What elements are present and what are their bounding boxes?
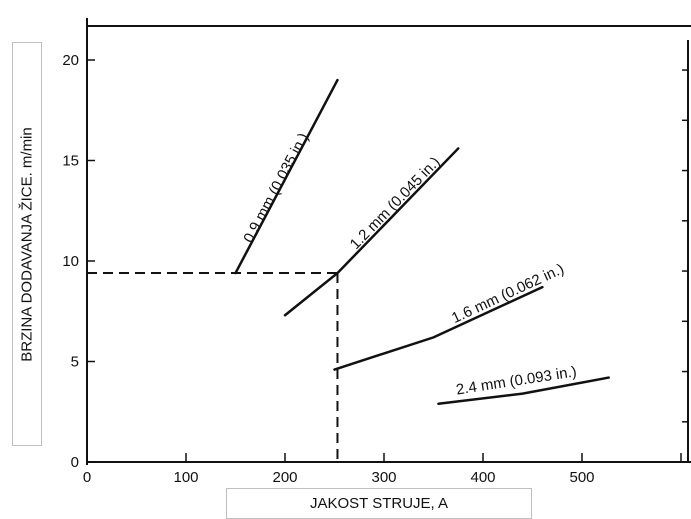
plot-frame: [86, 18, 691, 465]
x-tick-label: 0: [83, 469, 91, 486]
series-label-1: 0.9 mm (0.035 in.): [240, 130, 312, 246]
x-axis-label-box: JAKOST STRUJE, A: [226, 488, 532, 519]
series-line-3: [333, 285, 544, 371]
tick-layer: 0 100 200 300 400 500 0 5 10 15 20: [62, 52, 688, 486]
x-tick-label: 200: [272, 469, 297, 486]
x-tick-label: 400: [470, 469, 495, 486]
y-tick-label: 15: [62, 153, 79, 170]
x-axis-label: JAKOST STRUJE, A: [309, 495, 449, 512]
series-layer: 0.9 mm (0.035 in.) 1.2 mm (0.045 in.)1.6 …: [234, 78, 610, 405]
y-tick-label: 10: [62, 253, 79, 270]
x-tick-label: 500: [569, 469, 594, 486]
series-line-2: [283, 147, 460, 317]
y-tick-label: 0: [71, 454, 79, 471]
series-line-1: [234, 78, 339, 275]
series-label-3: 1.6 mm (0.062 in.): [449, 261, 567, 327]
series-line-4: [437, 376, 610, 405]
x-tick-label: 300: [371, 469, 396, 486]
reference-lines: [87, 272, 339, 462]
series-label-2: 1.2 mm (0.045 in.): [347, 154, 444, 253]
y-axis-label: BRZINA DODAVANJA ŽICE. m/min: [18, 126, 36, 362]
x-tick-label: 100: [173, 469, 198, 486]
y-tick-label: 5: [71, 354, 79, 371]
y-tick-label: 20: [62, 52, 79, 69]
y-axis-label-box: BRZINA DODAVANJA ŽICE. m/min: [12, 42, 42, 446]
